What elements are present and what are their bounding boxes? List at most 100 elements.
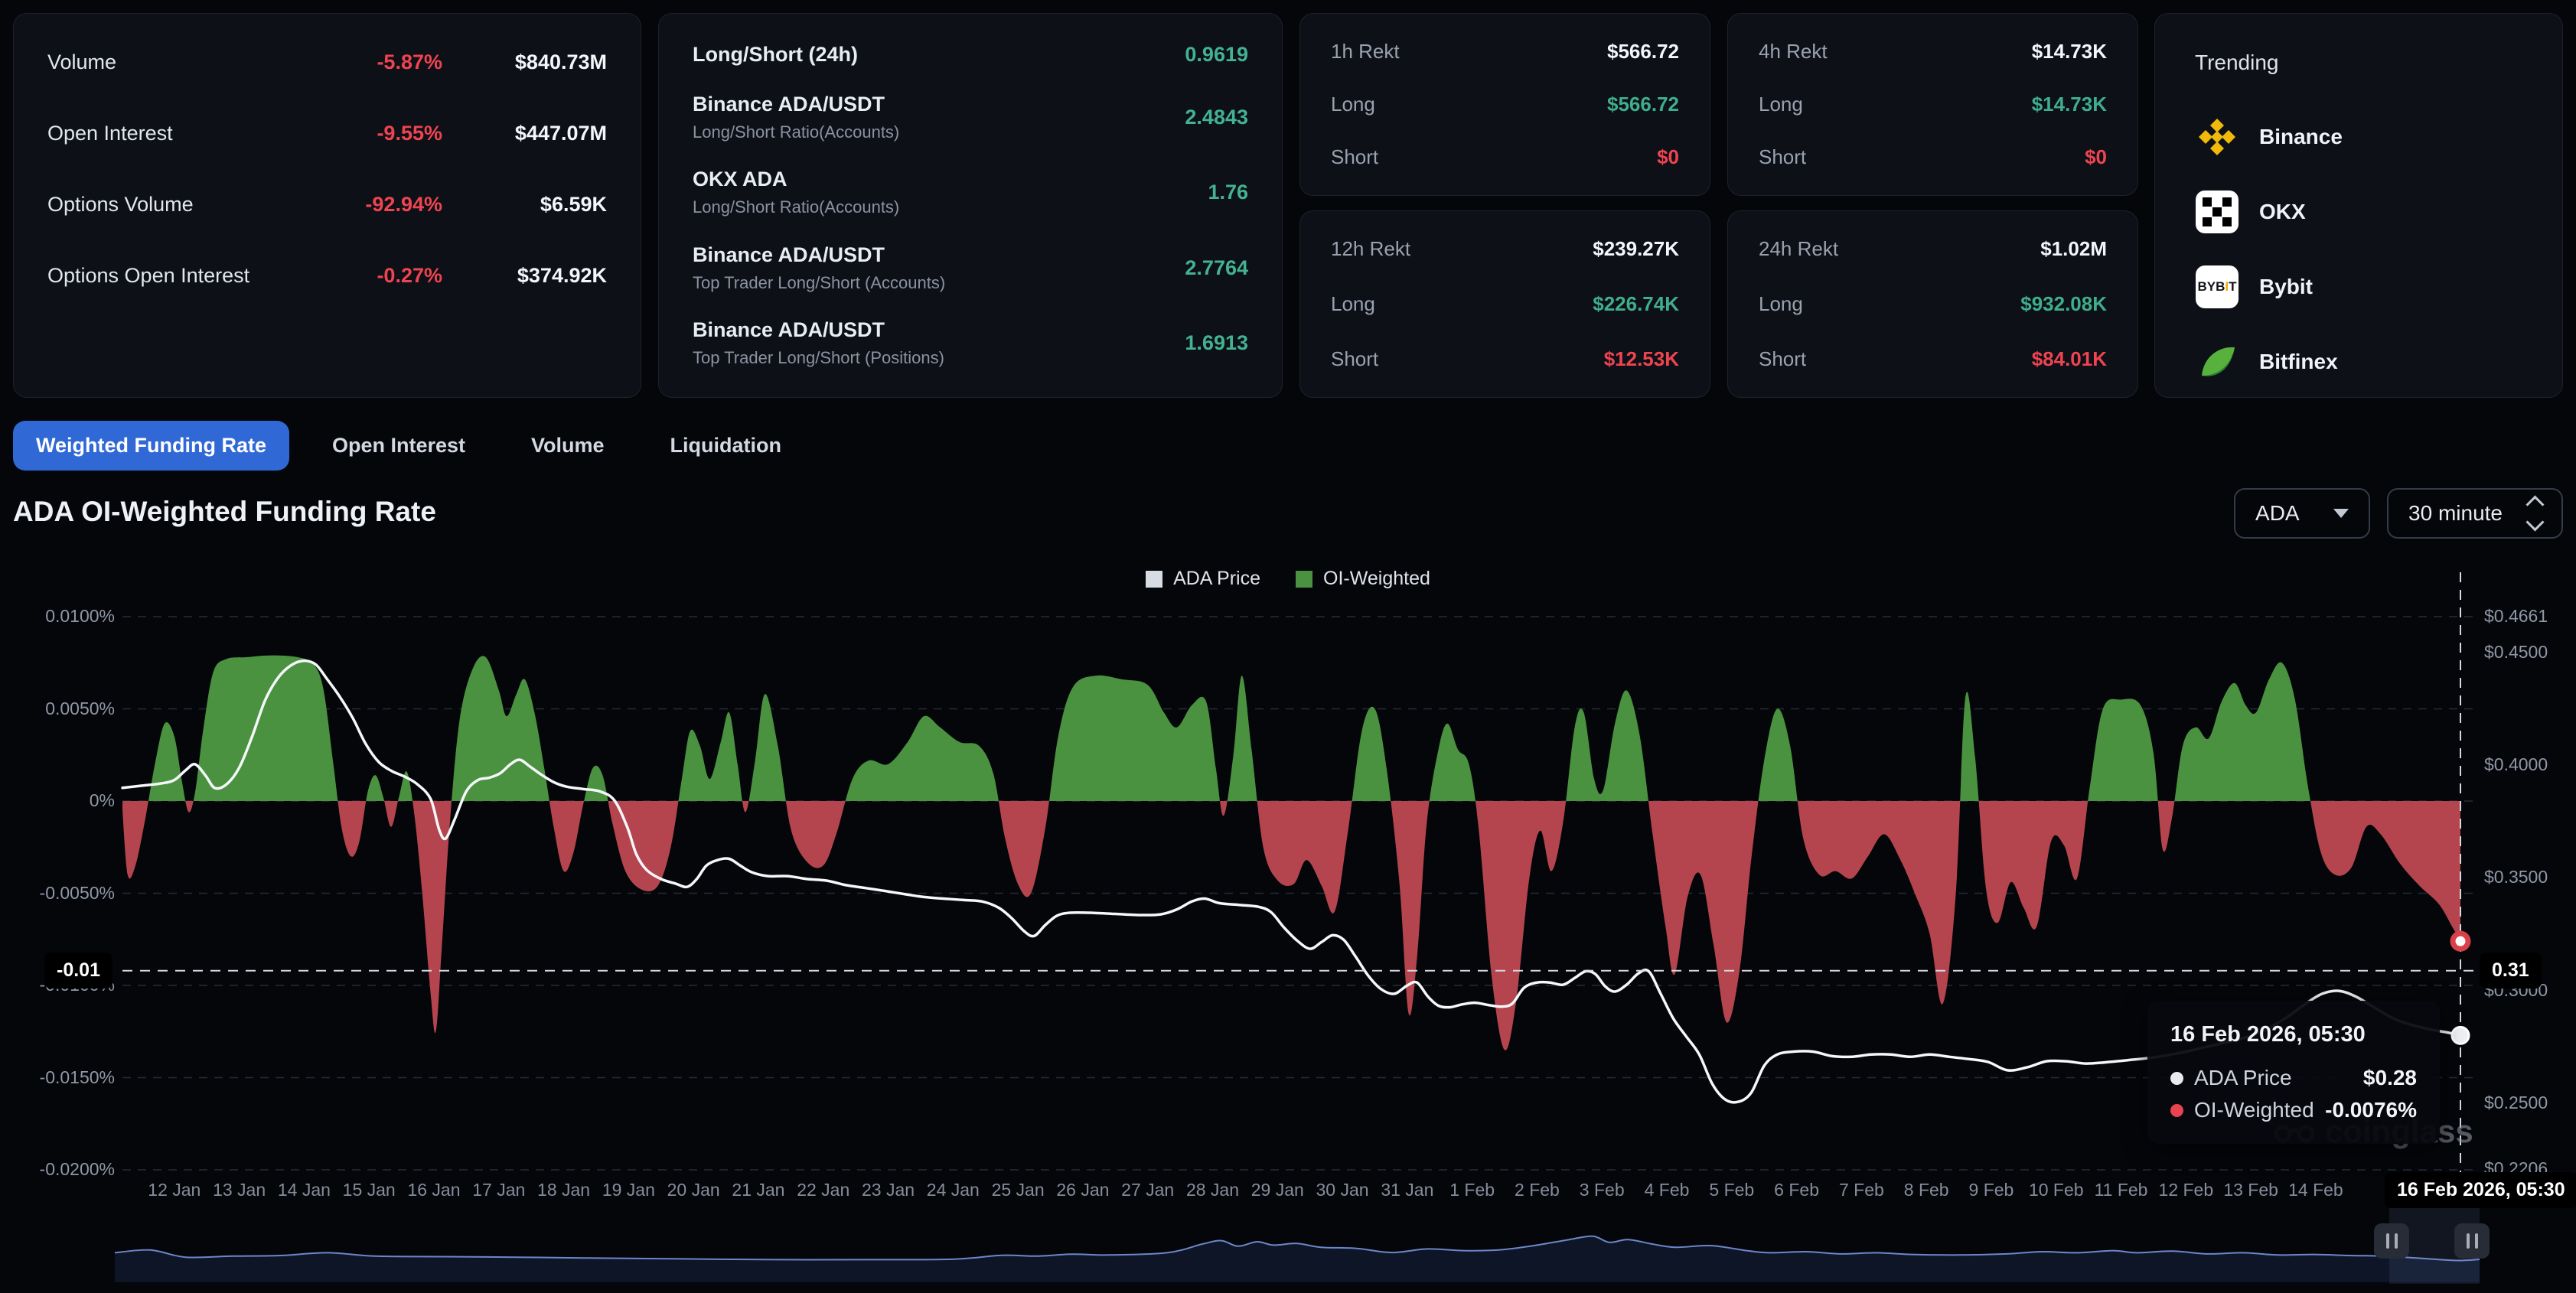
- metric-row: Open Interest -9.55% $447.07M: [47, 122, 607, 145]
- tab-volume[interactable]: Volume: [531, 434, 605, 457]
- y-axis-label-right: $0.4661: [2484, 606, 2548, 626]
- navigator-handle-right[interactable]: [2454, 1223, 2490, 1259]
- long-short-sublabel: Long/Short Ratio(Accounts): [693, 122, 900, 142]
- tooltip-series-label: ADA Price: [2194, 1066, 2292, 1089]
- long-short-label: Long/Short (24h): [693, 43, 858, 66]
- rekt-title: 24h Rekt: [1759, 237, 1839, 260]
- okx-icon: [2195, 190, 2239, 234]
- x-axis-label: 14 Feb: [2288, 1180, 2343, 1200]
- trending-list: Binance OKX BYB I T Bybit Bitfinex: [2195, 115, 2522, 384]
- chart-tooltip: 16 Feb 2026, 05:30 ADA Price $0.28 OI-Weig…: [2147, 1001, 2440, 1144]
- trending-item[interactable]: OKX: [2195, 190, 2522, 234]
- long-short-label: Binance ADA/USDT: [693, 243, 885, 266]
- y-axis-label-right: $0.3500: [2484, 867, 2548, 888]
- x-axis-label: 4 Feb: [1644, 1180, 1690, 1200]
- trending-item[interactable]: Binance: [2195, 115, 2522, 159]
- metric-change: -92.94%: [365, 193, 442, 216]
- rekt-card: 12h Rekt $239.27K Long $226.74K Short $12.53K: [1299, 210, 1710, 398]
- long-short-value: 0.9619: [1185, 43, 1248, 66]
- rekt-long-label: Long: [1331, 93, 1375, 116]
- stepper-icon: [2525, 495, 2545, 532]
- rekt-long-row: Long $226.74K: [1331, 292, 1679, 316]
- tooltip-series-value: $0.28: [2362, 1066, 2417, 1089]
- x-axis-label: 26 Jan: [1056, 1180, 1110, 1200]
- metric-value: $374.92K: [517, 264, 607, 287]
- rekt-long-label: Long: [1759, 292, 1803, 315]
- metric-label: Open Interest: [47, 122, 173, 145]
- rekt-long-row: Long $14.73K: [1759, 93, 2107, 116]
- x-axis-label: 7 Feb: [1838, 1180, 1884, 1200]
- metric-row: Options Volume -92.94% $6.59K: [47, 193, 607, 217]
- symbol-select[interactable]: ADA: [2234, 488, 2371, 539]
- rekt-long-value: $566.72: [1607, 93, 1679, 116]
- long-short-row: OKX ADA Long/Short Ratio(Accounts) 1.76: [693, 168, 1248, 217]
- metric-label: Options Volume: [47, 193, 194, 216]
- long-short-value: 2.7764: [1185, 256, 1248, 279]
- rekt-short-label: Short: [1331, 145, 1379, 168]
- x-axis-label: 17 Jan: [472, 1180, 526, 1200]
- y-axis-label-left: 0.0100%: [45, 606, 115, 626]
- x-axis-label: 18 Jan: [537, 1180, 591, 1200]
- navigator-handle-left[interactable]: [2374, 1223, 2409, 1259]
- y-axis-label-left: -0.0200%: [39, 1159, 115, 1179]
- metric-value: $447.07M: [514, 122, 607, 145]
- long-short-sublabel: Top Trader Long/Short (Accounts): [693, 272, 946, 292]
- chart-tabs: Weighted Funding Rate Open Interest Volume…: [13, 421, 804, 471]
- long-short-row: Binance ADA/USDT Long/Short Ratio(Account…: [693, 93, 1248, 142]
- legend-swatch: [1296, 570, 1313, 588]
- x-axis-label: 1 Feb: [1449, 1180, 1495, 1200]
- legend-item[interactable]: OI-Weighted: [1296, 568, 1430, 590]
- long-short-value: 1.76: [1208, 181, 1248, 204]
- rekt-title: 4h Rekt: [1759, 40, 1828, 63]
- chart-legend: ADA Price OI-Weighted: [0, 568, 2576, 590]
- chevron-down-icon: [2333, 509, 2349, 518]
- interval-select[interactable]: 30 minute: [2387, 488, 2563, 539]
- tooltip-row: ADA Price $0.28: [2170, 1066, 2417, 1090]
- bitfinex-icon: [2195, 340, 2239, 384]
- x-axis-label: 15 Jan: [342, 1180, 396, 1200]
- rekt-long-row: Long $566.72: [1331, 93, 1679, 116]
- rekt-short-label: Short: [1759, 347, 1807, 370]
- page-title: ADA OI-Weighted Funding Rate: [13, 496, 436, 527]
- tab-liquidation[interactable]: Liquidation: [670, 434, 782, 457]
- metric-change: -5.87%: [377, 50, 442, 73]
- rekt-short-row: Short $84.01K: [1759, 347, 2107, 371]
- interval-select-value: 30 minute: [2408, 501, 2503, 525]
- tab-open-interest[interactable]: Open Interest: [331, 434, 466, 457]
- x-axis-label: 3 Feb: [1579, 1180, 1625, 1200]
- x-axis-label: 9 Feb: [1968, 1180, 2014, 1200]
- metric-row: Volume -5.87% $840.73M: [47, 50, 607, 74]
- x-axis-label: 31 Jan: [1381, 1180, 1434, 1200]
- x-axis-label: 13 Feb: [2223, 1180, 2278, 1200]
- x-axis-label: 28 Jan: [1185, 1180, 1239, 1200]
- trending-item-name: Bybit: [2259, 275, 2313, 298]
- trending-item[interactable]: Bitfinex: [2195, 340, 2522, 384]
- y-axis-label-right: $0.2500: [2484, 1092, 2548, 1112]
- long-short-label: Binance ADA/USDT: [693, 92, 885, 116]
- rekt-title-row: 12h Rekt $239.27K: [1331, 237, 1679, 261]
- tooltip-title: 16 Feb 2026, 05:30: [2170, 1022, 2366, 1047]
- x-axis-label: 12 Feb: [2158, 1180, 2214, 1200]
- trending-item[interactable]: BYB I T Bybit: [2195, 265, 2522, 309]
- long-short-value: 2.4843: [1185, 105, 1248, 129]
- y-axis-label-left: -0.0050%: [39, 882, 115, 903]
- rekt-short-row: Short $0: [1759, 145, 2107, 169]
- rekt-total: $14.73K: [2031, 40, 2107, 63]
- x-axis-label: 13 Jan: [213, 1180, 266, 1200]
- x-axis-label: 8 Feb: [1903, 1180, 1949, 1200]
- long-short-labels: Binance ADA/USDT Long/Short Ratio(Account…: [693, 93, 899, 142]
- series-dot: [2170, 1071, 2183, 1085]
- rekt-short-value: $12.53K: [1603, 347, 1679, 370]
- rekt-long-value: $932.08K: [2020, 292, 2107, 315]
- symbol-select-value: ADA: [2255, 501, 2300, 525]
- rekt-long-value: $226.74K: [1593, 292, 1679, 315]
- x-axis-label: 30 Jan: [1316, 1180, 1369, 1200]
- long-short-card: Long/Short (24h) 0.9619 Binance ADA/USDT Lo…: [658, 13, 1283, 398]
- legend-item[interactable]: ADA Price: [1146, 568, 1260, 590]
- long-short-row: Binance ADA/USDT Top Trader Long/Short (A…: [693, 243, 1248, 293]
- rekt-title-row: 24h Rekt $1.02M: [1759, 237, 2107, 261]
- rekt-short-row: Short $0: [1331, 145, 1679, 169]
- tab-weighted-funding-rate[interactable]: Weighted Funding Rate: [13, 421, 289, 471]
- trending-card: Trending Binance OKX BYB I T Bybit Bitfinex: [2154, 13, 2563, 398]
- long-short-labels: Binance ADA/USDT Top Trader Long/Short (A…: [693, 243, 945, 293]
